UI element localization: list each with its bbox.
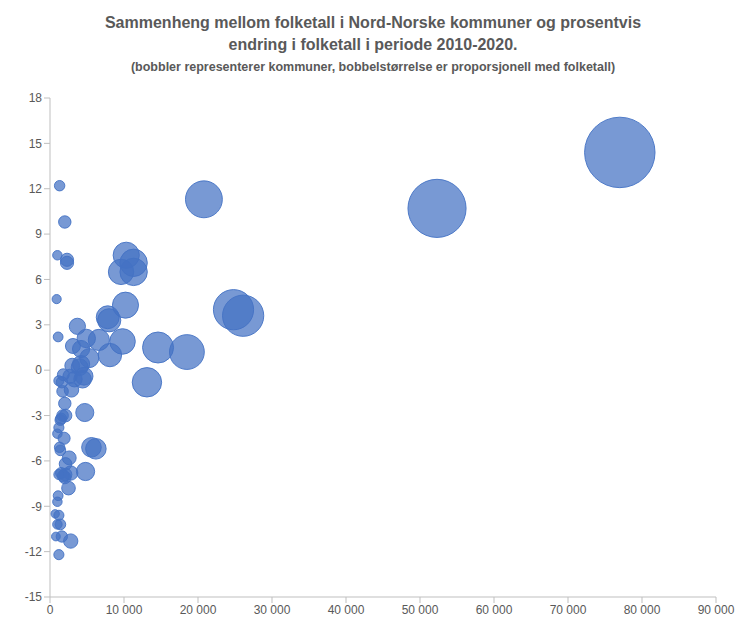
svg-text:80 000: 80 000	[624, 603, 661, 617]
svg-text:90 000: 90 000	[698, 603, 735, 617]
svg-text:20 000: 20 000	[180, 603, 217, 617]
svg-text:0: 0	[47, 603, 54, 617]
svg-text:15: 15	[29, 137, 43, 151]
svg-text:40 000: 40 000	[328, 603, 365, 617]
svg-text:12: 12	[29, 182, 43, 196]
svg-text:9: 9	[35, 227, 42, 241]
svg-text:-15: -15	[25, 590, 43, 604]
svg-text:6: 6	[35, 273, 42, 287]
svg-text:-6: -6	[31, 454, 42, 468]
svg-text:18: 18	[29, 91, 43, 105]
svg-text:-3: -3	[31, 409, 42, 423]
svg-text:60 000: 60 000	[476, 603, 513, 617]
svg-text:-12: -12	[25, 545, 43, 559]
svg-text:3: 3	[35, 318, 42, 332]
svg-text:70 000: 70 000	[550, 603, 587, 617]
svg-text:0: 0	[35, 363, 42, 377]
svg-text:10 000: 10 000	[106, 603, 143, 617]
svg-text:30 000: 30 000	[254, 603, 291, 617]
svg-text:-9: -9	[31, 500, 42, 514]
svg-text:50 000: 50 000	[402, 603, 439, 617]
html-text:(bobbler representerer kommune: (bobbler representerer kommuner, bobbels…	[130, 60, 616, 74]
html-text:Sammenheng mellom folketall i: Sammenheng mellom folketall i Nord-Norsk…	[104, 14, 642, 53]
